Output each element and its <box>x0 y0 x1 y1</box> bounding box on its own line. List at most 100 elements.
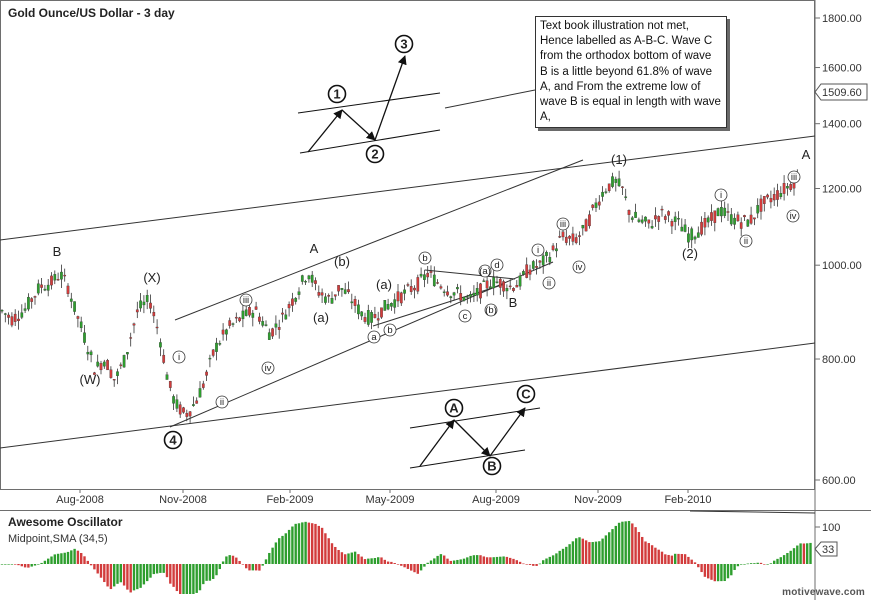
osc-bar-down <box>231 555 235 564</box>
candle-up <box>79 321 83 329</box>
price-tick-label: 600.00 <box>822 475 856 487</box>
candle-up <box>518 275 522 287</box>
osc-bar-up <box>733 564 736 570</box>
osc-bar-up <box>33 564 37 566</box>
candle-up <box>126 352 129 355</box>
candle-up <box>442 291 446 293</box>
osc-bar-up <box>225 556 228 564</box>
osc-bar-down <box>99 564 103 578</box>
osc-bar-up <box>212 564 215 579</box>
candle-down <box>525 264 529 278</box>
osc-bar-up <box>116 564 119 584</box>
candle-up <box>403 289 406 294</box>
candle-down <box>515 285 519 288</box>
big-wave-label: A <box>449 401 459 416</box>
candle-down <box>211 349 215 356</box>
candle-up <box>0 310 4 312</box>
price-tick-label: 800.00 <box>822 354 856 366</box>
osc-bar-down <box>703 564 707 577</box>
big-wave-label: C <box>521 387 531 402</box>
candle-up <box>624 196 628 198</box>
candle-down <box>591 204 595 208</box>
osc-bar-up <box>743 564 746 565</box>
big-wave-marker <box>394 34 414 54</box>
candle-up <box>366 310 370 325</box>
candle-down <box>660 208 664 211</box>
osc-bar-up <box>188 564 192 594</box>
candle-down <box>50 275 53 286</box>
osc-bar-up <box>304 521 307 564</box>
candle-up <box>604 191 608 193</box>
osc-bar-down <box>317 525 320 564</box>
circled-wave-label: b <box>422 253 427 264</box>
candle-up <box>452 292 456 296</box>
big-wave-marker <box>482 456 502 476</box>
candle-up <box>465 296 469 298</box>
big-wave-label: B <box>487 459 496 474</box>
time-tick-label: Aug-2009 <box>472 494 520 506</box>
osc-bar-down <box>245 564 248 569</box>
osc-bar-up <box>7 564 10 565</box>
osc-bar-up <box>786 553 789 564</box>
big-wave-marker <box>163 430 183 450</box>
chart-title: Gold Ounce/US Dollar - 3 day <box>8 6 175 20</box>
trendline <box>372 283 506 327</box>
candle-up <box>419 273 423 277</box>
osc-bar-up <box>548 556 551 564</box>
osc-bar-down <box>106 564 109 587</box>
osc-bar-up <box>749 563 753 564</box>
candle-down <box>281 312 284 315</box>
candle-down <box>439 286 443 289</box>
osc-bar-down <box>357 554 360 564</box>
candle-up <box>370 312 373 323</box>
osc-bar-up <box>551 555 555 564</box>
osc-bar-down <box>80 552 83 564</box>
candle-down <box>205 371 208 376</box>
candle-down <box>558 236 562 238</box>
osc-bar-down <box>324 533 327 564</box>
candle-up <box>581 225 585 229</box>
wave-label: (1) <box>611 152 627 167</box>
time-tick-label: May-2009 <box>366 494 415 506</box>
osc-bar-up <box>555 553 558 564</box>
candle-down <box>258 316 261 322</box>
candle-down <box>40 284 43 288</box>
osc-bar-up <box>205 564 208 581</box>
candle-down <box>647 219 651 224</box>
candle-up <box>324 296 327 303</box>
osc-bar-up <box>571 541 575 564</box>
osc-tick-label: 100 <box>822 522 840 534</box>
osc-bar-up <box>608 532 611 564</box>
candle-up <box>102 361 106 367</box>
candle-up <box>746 219 750 227</box>
osc-bar-down <box>690 559 693 564</box>
osc-bar-up <box>740 564 743 565</box>
osc-bar-up <box>627 520 631 564</box>
candle-up <box>46 284 50 291</box>
candle-down <box>535 266 538 268</box>
osc-bar-up <box>773 560 776 564</box>
osc-bar-up <box>142 564 146 585</box>
candle-up <box>145 295 149 302</box>
candle-down <box>498 278 502 288</box>
osc-bar-down <box>413 564 416 573</box>
osc-bar-down <box>680 553 683 564</box>
circled-wave-marker <box>714 188 728 202</box>
wave-label: (a) <box>313 310 329 325</box>
osc-bar-up <box>469 555 472 564</box>
candle-down <box>769 198 773 203</box>
candle-down <box>333 294 337 297</box>
candle-up <box>192 404 195 406</box>
circled-wave-label: d <box>494 260 499 271</box>
osc-bar-up <box>353 551 357 564</box>
oscillator-title: Awesome Oscillator <box>8 515 123 529</box>
circled-wave-marker <box>556 217 570 231</box>
osc-bar-up <box>291 526 294 564</box>
osc-bar-up <box>601 538 604 564</box>
candle-up <box>20 312 24 318</box>
candle-down <box>238 317 241 322</box>
price-tick-label: 1000.00 <box>822 260 862 272</box>
candle-up <box>360 311 364 317</box>
osc-bar-up <box>70 550 73 564</box>
